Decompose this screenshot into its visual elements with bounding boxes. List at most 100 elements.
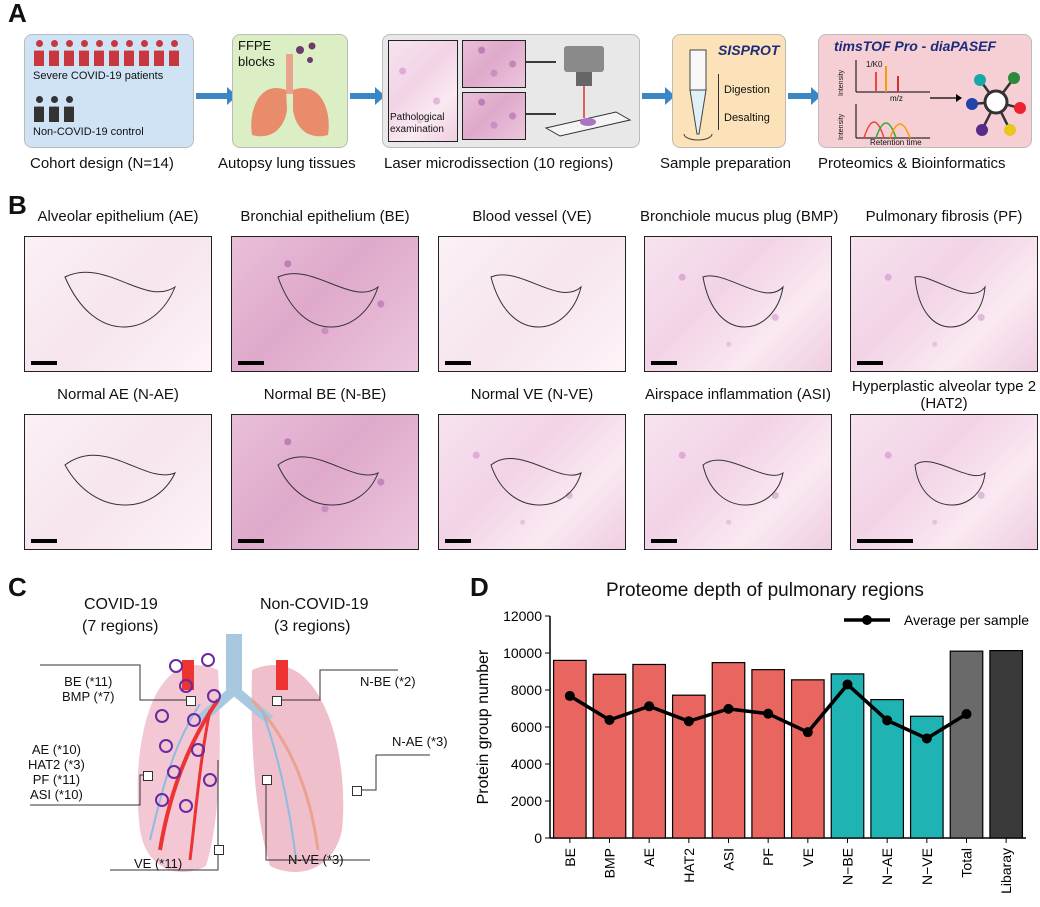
histology-title: Hyperplastic alveolar type 2 (HAT2): [851, 378, 1037, 412]
x-tick-label: VE: [800, 848, 816, 867]
patient-person-icon: [124, 50, 134, 66]
histology-image: [644, 236, 832, 372]
desalting-label: Desalting: [724, 112, 770, 124]
patient-head-icon: [126, 40, 133, 47]
lmd-image-2: [462, 92, 526, 140]
average-point: [802, 727, 813, 738]
patient-person-icon: [154, 50, 164, 66]
average-point: [644, 701, 655, 712]
callout-nbe: N-BE (*2): [360, 674, 416, 689]
bar: [949, 650, 984, 839]
severe-label: Severe COVID-19 patients: [33, 70, 164, 82]
x-tick-label: PF: [760, 848, 776, 866]
mz-label: m/z: [890, 94, 903, 103]
marker-be: [186, 696, 196, 706]
scale-bar: [238, 361, 264, 365]
bar: [751, 669, 786, 839]
sisprot-label: SISPROT: [718, 42, 780, 58]
average-point: [882, 715, 893, 726]
tims-label: timsTOF Pro - diaPASEF: [834, 38, 997, 54]
scale-bar: [238, 539, 264, 543]
patient-person-icon: [139, 50, 149, 66]
histology-image: [24, 414, 212, 550]
histology-title: Bronchiole mucus plug (BMP): [640, 208, 839, 225]
callout-be-bmp: BE (*11) BMP (*7): [62, 674, 115, 704]
cohort-caption: Cohort design (N=14): [30, 155, 174, 172]
panel-label-d: D: [470, 572, 489, 602]
patient-head-icon: [81, 40, 88, 47]
flow-arrow-1: [196, 87, 237, 105]
x-tick-label: BMP: [602, 848, 618, 878]
intensity-label-1: Intensity: [838, 69, 845, 96]
bar: [592, 673, 627, 839]
scale-bar: [857, 361, 883, 365]
prep-caption: Sample preparation: [660, 155, 791, 172]
scale-bar: [651, 361, 677, 365]
flow-arrow-4: [788, 87, 821, 105]
patient-head-icon: [156, 40, 163, 47]
flow-arrow-2: [350, 87, 385, 105]
patient-head-icon: [171, 40, 178, 47]
bar: [989, 649, 1024, 839]
histology-title: Normal AE (N-AE): [57, 386, 179, 403]
control-person-icon: [34, 106, 44, 122]
histology-image: [644, 414, 832, 550]
microscope-icon: [526, 46, 632, 137]
histology-title: Pulmonary fibrosis (PF): [865, 208, 1023, 225]
callout-ae-group: AE (*10) HAT2 (*3) PF (*11) ASI (*10): [28, 742, 85, 802]
flow-arrow-3: [642, 87, 675, 105]
lung-tissue-icon: [251, 42, 329, 137]
spectrum-icon: [855, 60, 930, 139]
scale-bar: [857, 539, 913, 543]
k0-label: 1/K0: [866, 60, 883, 69]
bar: [790, 679, 825, 839]
control-person-icon: [64, 106, 74, 122]
patient-head-icon: [66, 40, 73, 47]
lung-diagram: [30, 634, 430, 872]
patient-person-icon: [109, 50, 119, 66]
tissue-caption: Autopsy lung tissues: [218, 155, 356, 172]
panel-label-a: A: [8, 0, 27, 28]
y-tick-label: 4000: [511, 756, 542, 772]
y-axis-label: Protein group number: [475, 649, 492, 804]
x-tick-label: N−AE: [879, 848, 895, 885]
marker-ve: [214, 845, 224, 855]
patient-person-icon: [94, 50, 104, 66]
y-tick-label: 6000: [511, 719, 542, 735]
marker-ae: [143, 771, 153, 781]
histology-title: Alveolar epithelium (AE): [37, 208, 199, 225]
histology-title: Normal VE (N-VE): [470, 386, 594, 403]
histology-image: [438, 236, 626, 372]
rt-label: Retention time: [870, 138, 922, 147]
pipette-icon: [683, 49, 713, 141]
scale-bar: [445, 361, 471, 365]
control-head-icon: [36, 96, 43, 103]
average-point: [961, 709, 972, 720]
bar: [552, 659, 587, 839]
network-icon: [930, 72, 1026, 136]
y-tick-label: 8000: [511, 682, 542, 698]
patient-head-icon: [96, 40, 103, 47]
patient-head-icon: [141, 40, 148, 47]
patient-head-icon: [36, 40, 43, 47]
legend-marker: [862, 615, 872, 625]
histology-image: [24, 236, 212, 372]
patient-person-icon: [79, 50, 89, 66]
proteome-depth-chart: 0 2000 4000 6000 8000 10000 12000 Protein group…: [475, 608, 1029, 894]
x-tick-label: Total: [959, 848, 975, 878]
x-tick-label: BE: [562, 848, 578, 867]
control-label: Non-COVID-19 control: [33, 126, 144, 138]
ffpe-label: FFPE blocks: [238, 38, 275, 69]
digestion-label: Digestion: [724, 84, 770, 96]
patient-person-icon: [49, 50, 59, 66]
y-tick-label: 2000: [511, 793, 542, 809]
bar: [711, 662, 746, 839]
x-tick-label: Libaray: [998, 848, 1014, 894]
non-covid-title: Non-COVID-19: [260, 596, 369, 613]
lmd-caption: Laser microdissection (10 regions): [384, 155, 614, 172]
histology-image: [231, 414, 419, 550]
scale-bar: [31, 361, 57, 365]
callout-ve: VE (*11): [134, 856, 183, 871]
panel-label-b: B: [8, 190, 27, 220]
panel-label-c: C: [8, 572, 27, 602]
